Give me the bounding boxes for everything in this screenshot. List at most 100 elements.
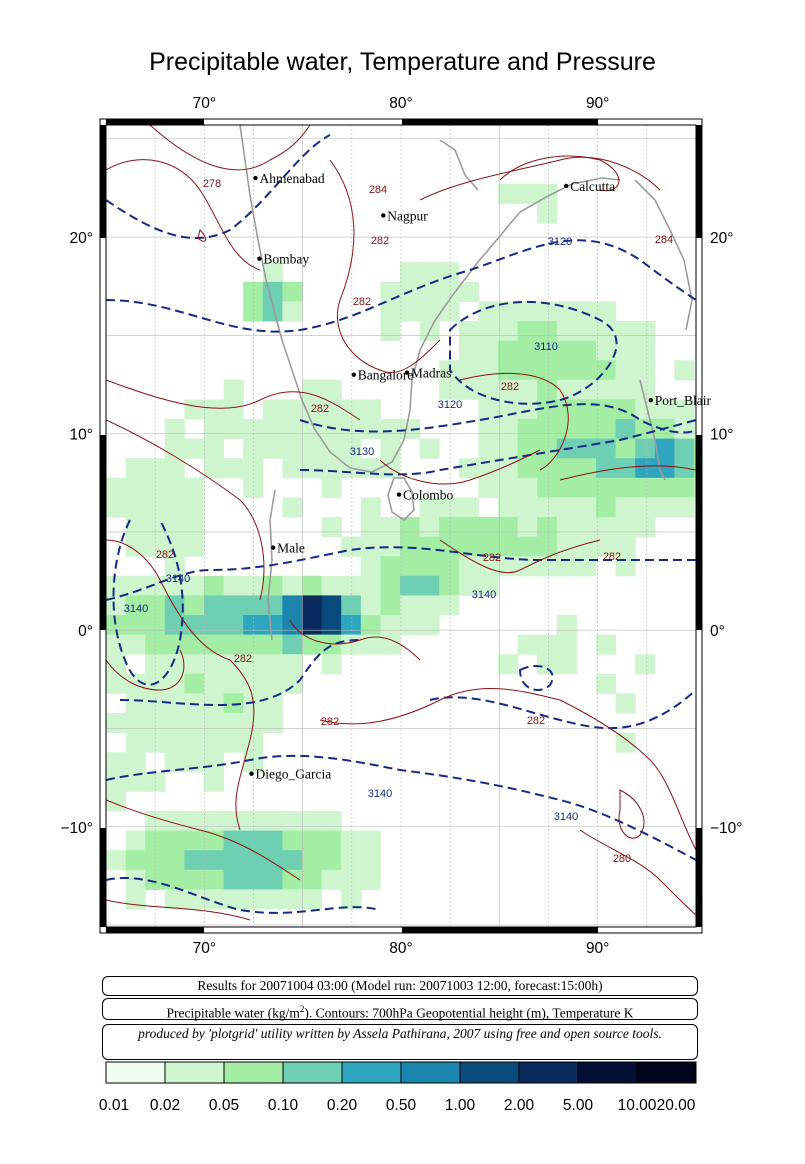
contour-label: 282 [321,716,339,728]
pw-cell [262,634,283,655]
pw-cell [517,321,538,342]
pw-cell [341,830,362,851]
pw-cell [184,497,205,518]
pw-cell [596,301,617,322]
pw-cell [125,673,146,694]
pw-cell [145,477,166,498]
pw-cell [478,556,499,577]
pw-cell [282,419,303,440]
pw-cell [654,458,675,479]
pw-cell [125,869,146,890]
pw-cell [556,340,577,361]
pw-cell [282,811,303,832]
pw-cell [576,556,597,577]
pw-cell [478,419,499,440]
pw-cell [596,399,617,420]
contour-label: 282 [234,653,252,665]
city-label: Port_Blair [655,393,712,408]
pw-cell [223,379,244,400]
pw-cell [145,713,166,734]
pw-cell [243,654,264,675]
city-label: Colombo [403,488,454,503]
pw-cell [184,595,205,616]
pw-cell [635,379,656,400]
pw-cell [164,419,185,440]
pw-cell [596,458,617,479]
pw-cell [674,438,695,459]
pw-cell [341,889,362,910]
pw-cell [262,869,283,890]
pw-cell [125,497,146,518]
pw-cell [164,497,185,518]
pw-cell [439,595,460,616]
pw-cell [615,693,636,714]
pw-cell [576,379,597,400]
pw-cell [498,360,519,381]
pw-cell [262,615,283,636]
pw-cell [321,811,342,832]
pw-cell [419,281,440,302]
lat-tick-left: 0° [78,623,93,640]
contour-label: 3140 [166,573,190,585]
temperature-contour [379,449,541,485]
pw-cell [635,517,656,538]
pw-cell [419,301,440,322]
pw-cell [615,536,636,557]
pw-cell [537,654,558,675]
frame-segment [696,125,702,238]
pw-cell [635,438,656,459]
pw-cell [360,850,381,871]
pw-cell [635,399,656,420]
pw-cell [262,713,283,734]
pw-cell [184,673,205,694]
pw-cell [204,615,225,636]
colorbar-label: 0.50 [385,1097,417,1114]
pw-cell [537,556,558,577]
pw-cell [184,654,205,675]
pw-cell [282,281,303,302]
pw-cell [262,673,283,694]
pw-cell [419,575,440,596]
pw-cell [615,556,636,577]
pw-cell [204,771,225,792]
pw-cell [106,575,127,596]
pw-cell [184,869,205,890]
temperature-contour [106,379,361,421]
pw-cell [321,615,342,636]
pw-cell [243,830,264,851]
contours [106,125,696,921]
pw-cell [576,301,597,322]
pw-cell [184,752,205,773]
pw-cell [537,536,558,557]
pw-cell [596,517,617,538]
geopotential-contour [429,689,696,730]
pw-cell [164,693,185,714]
colorbar-swatch [636,1061,697,1084]
pw-cell [302,399,323,420]
colorbar-label: 0.05 [208,1097,240,1114]
temperature-contour [106,799,301,881]
city-dot [648,397,653,403]
contour-label: 284 [369,184,387,196]
pw-cell [498,183,519,204]
pw-cell [282,850,303,871]
pw-cell [478,477,499,498]
pw-cell [204,595,225,616]
pw-cell [458,575,479,596]
pw-cell [321,399,342,420]
pw-cell [478,536,499,557]
pw-cell [184,634,205,655]
pw-cell [125,713,146,734]
pw-cell [498,379,519,400]
frame-segment [100,125,106,238]
lat-tick-right: 0° [710,623,725,640]
pw-cell [125,752,146,773]
pw-cell [125,732,146,753]
pw-cell [125,771,146,792]
city-label: Male [277,541,305,556]
contour-labels: 278 284 282 282 3120 284 3110 3120 282 282 3130 282… [124,178,673,865]
pw-cell [615,477,636,498]
pw-cell [125,595,146,616]
pw-cell [576,438,597,459]
colorbar-label: 5.00 [562,1097,594,1114]
